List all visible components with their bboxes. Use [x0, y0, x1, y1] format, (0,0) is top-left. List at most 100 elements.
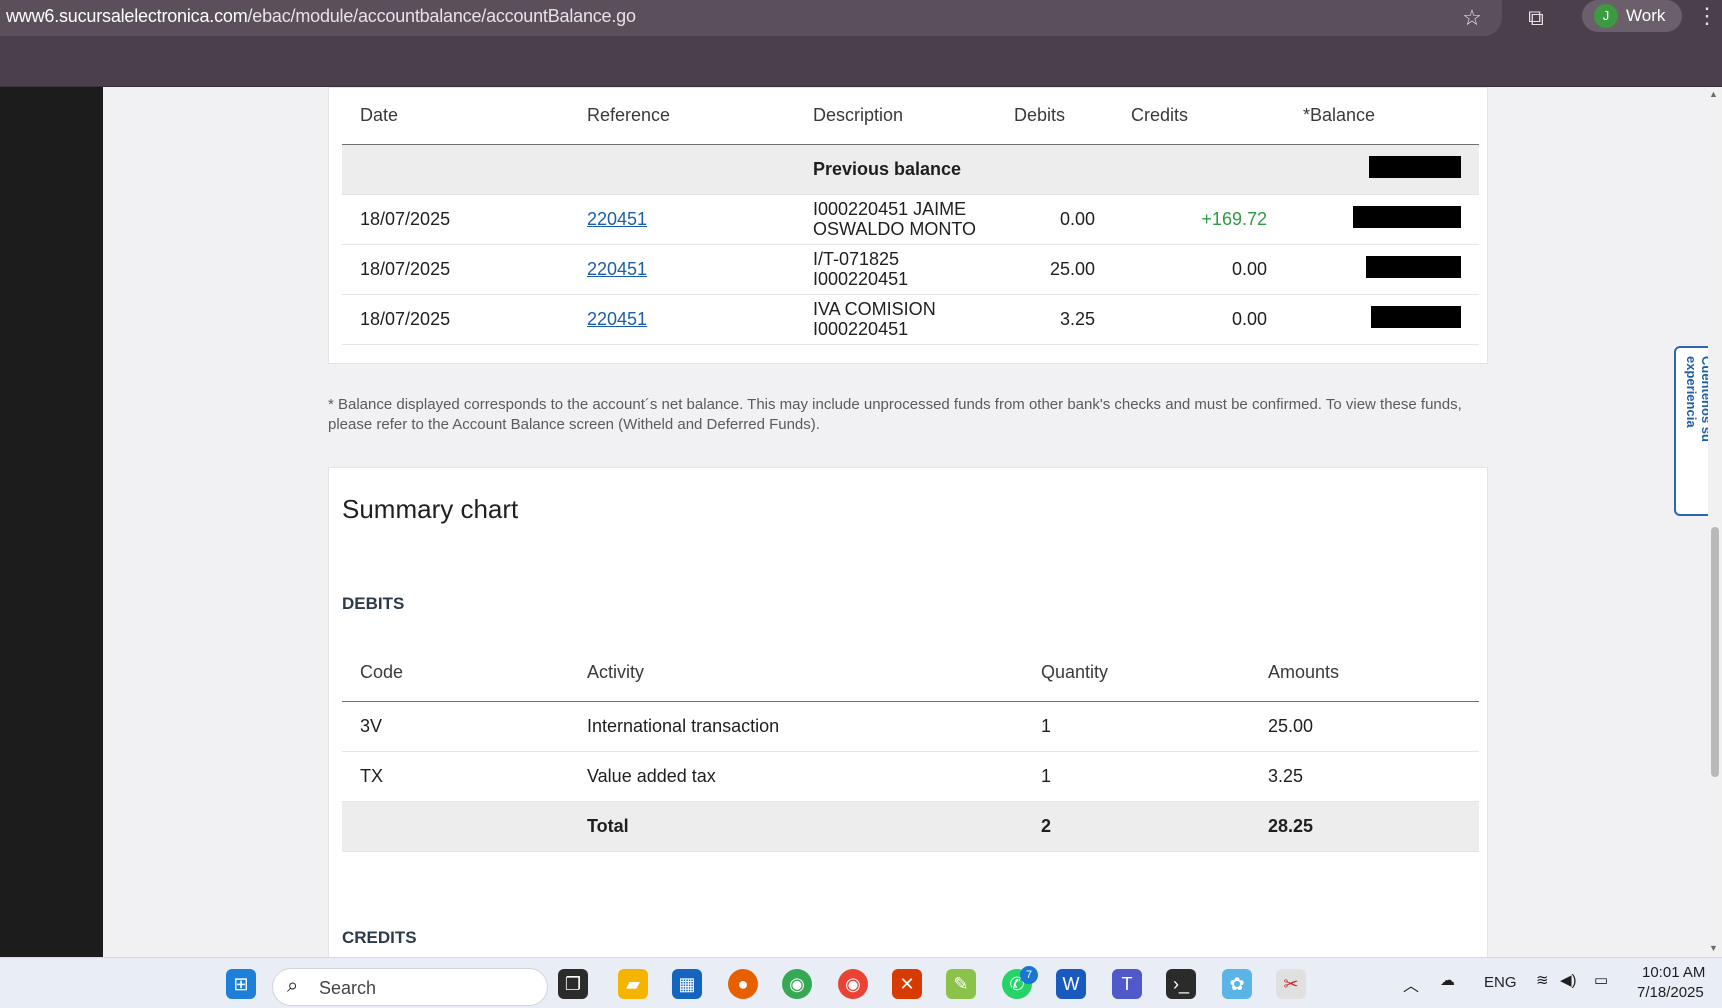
teams-icon[interactable]: T	[1112, 969, 1142, 999]
redacted-balance	[1371, 305, 1461, 328]
total-row: Total 2 28.25	[342, 801, 1479, 852]
row-debit: 3.25	[996, 294, 1113, 345]
paint-icon[interactable]: ✿	[1222, 969, 1252, 999]
tray-overflow-icon[interactable]: ︿	[1403, 978, 1420, 995]
summary-card: Summary chart DEBITS Code Activity Quant…	[328, 467, 1488, 967]
col-credits: Credits	[1113, 88, 1285, 145]
table-header-row: Date Reference Description Debits Credit…	[342, 88, 1479, 145]
reference-link[interactable]: 220451	[587, 258, 648, 279]
row-description: I000220451 JAIME OSWALDO MONTO	[795, 194, 996, 245]
chrome-work-icon[interactable]: ◉	[782, 969, 812, 999]
col-balance: *Balance	[1285, 88, 1479, 145]
transactions-table: Date Reference Description Debits Credit…	[342, 88, 1479, 345]
col-description: Description	[795, 88, 996, 145]
extensions-icon[interactable]: ⧉	[1528, 5, 1544, 30]
col-quantity: Quantity	[1023, 645, 1250, 702]
onedrive-icon[interactable]: ☁	[1440, 972, 1455, 989]
table-row: TX Value added tax 1 3.25	[342, 751, 1479, 802]
summary-title: Summary chart	[342, 494, 519, 524]
row-credit: 0.00	[1113, 294, 1285, 345]
col-reference: Reference	[569, 88, 795, 145]
whatsapp-badge: 7	[1020, 966, 1038, 984]
redacted-balance	[1366, 255, 1461, 278]
left-sidebar	[0, 87, 103, 957]
row-date: 18/07/2025	[342, 244, 569, 295]
previous-balance-row: Previous balance	[342, 144, 1479, 195]
battery-icon[interactable]: ▭	[1594, 972, 1609, 989]
reference-link[interactable]: 220451	[587, 308, 648, 329]
row-description: IVA COMISION I000220451	[795, 294, 996, 345]
row-credit: +169.72	[1113, 194, 1285, 245]
col-date: Date	[342, 88, 569, 145]
scroll-thumb[interactable]	[1711, 527, 1719, 777]
table-row: 18/07/2025 220451 I/T-071825 I000220451 2…	[342, 244, 1479, 295]
profile-button[interactable]: J Work	[1582, 0, 1682, 32]
search-icon: ⌕	[287, 975, 299, 997]
windows-start-icon[interactable]: ⊞	[226, 969, 256, 999]
search-placeholder: Search	[319, 978, 377, 998]
row-date: 18/07/2025	[342, 294, 569, 345]
row-credit: 0.00	[1113, 244, 1285, 295]
row-debit: 0.00	[996, 194, 1113, 245]
bookmark-star-icon[interactable]: ☆	[1462, 5, 1482, 30]
page-scrollbar[interactable]: ▲ ▼	[1708, 87, 1722, 957]
row-date: 18/07/2025	[342, 194, 569, 245]
volume-icon[interactable]: ◀)	[1560, 972, 1577, 989]
paint-app-icon[interactable]: ✎	[946, 969, 976, 999]
table-header-row: Code Activity Quantity Amounts	[342, 645, 1479, 702]
terminal-icon[interactable]: ›_	[1166, 969, 1196, 999]
row-quantity: 1	[1023, 701, 1250, 752]
redacted-balance	[1369, 155, 1461, 178]
table-row: 18/07/2025 220451 IVA COMISION I000220451…	[342, 294, 1479, 345]
col-activity: Activity	[569, 645, 1023, 702]
scroll-down-icon[interactable]: ▼	[1709, 943, 1718, 953]
row-activity: Value added tax	[569, 751, 1023, 802]
row-amount: 3.25	[1250, 751, 1479, 802]
wifi-icon[interactable]: ≋	[1536, 972, 1549, 989]
col-code: Code	[342, 645, 569, 702]
store-icon[interactable]: ▦	[672, 969, 702, 999]
row-debit: 25.00	[996, 244, 1113, 295]
task-view-icon[interactable]: ❐	[558, 969, 588, 999]
table-row: 3V International transaction 1 25.00	[342, 701, 1479, 752]
bookmarks-bar	[0, 36, 1722, 87]
row-activity: International transaction	[569, 701, 1023, 752]
clock-time[interactable]: 10:01 AM	[1642, 964, 1706, 981]
col-debits: Debits	[996, 88, 1113, 145]
reference-link[interactable]: 220451	[587, 208, 648, 229]
total-quantity: 2	[1023, 801, 1250, 852]
previous-balance-label: Previous balance	[795, 144, 996, 195]
redacted-balance	[1353, 205, 1461, 228]
total-label: Total	[569, 801, 1023, 852]
transactions-card: Date Reference Description Debits Credit…	[328, 87, 1488, 364]
firefox-icon[interactable]: ●	[728, 969, 758, 999]
file-explorer-icon[interactable]: ▰	[618, 969, 648, 999]
language-indicator[interactable]: ENG	[1484, 974, 1517, 991]
clock-date[interactable]: 7/18/2025	[1637, 984, 1704, 1001]
scroll-up-icon[interactable]: ▲	[1709, 89, 1718, 99]
chrome-icon[interactable]: ◉	[838, 969, 868, 999]
credits-section-label: CREDITS	[342, 928, 417, 947]
row-code: TX	[342, 751, 569, 802]
snipping-tool-icon[interactable]: ✂	[1276, 969, 1306, 999]
row-amount: 25.00	[1250, 701, 1479, 752]
avatar: J	[1594, 4, 1618, 28]
remote-app-icon[interactable]: ✕	[892, 969, 922, 999]
address-bar[interactable]: www6.sucursalelectronica.com/ebac/module…	[0, 0, 1502, 36]
total-amount: 28.25	[1250, 801, 1479, 852]
browser-menu-icon[interactable]: ⋮	[1696, 3, 1718, 28]
row-quantity: 1	[1023, 751, 1250, 802]
feedback-tab[interactable]: Cuéntenos su experiencia	[1674, 346, 1714, 516]
profile-label: Work	[1626, 6, 1666, 25]
taskbar-search[interactable]: ⌕ Search	[272, 968, 548, 1006]
debits-section-label: DEBITS	[342, 594, 405, 613]
browser-toolbar: www6.sucursalelectronica.com/ebac/module…	[0, 0, 1722, 36]
balance-footnote: * Balance displayed corresponds to the a…	[328, 396, 1462, 433]
url-text[interactable]: www6.sucursalelectronica.com/ebac/module…	[6, 6, 636, 26]
row-description: I/T-071825 I000220451	[795, 244, 996, 295]
debits-summary-table: Code Activity Quantity Amounts 3V Intern…	[342, 645, 1479, 852]
taskbar: ⊞ ⌕ Search ❐ ▰ ▦ ● ◉ ◉ ✕ ✎ ✆ 7 W T ›_ ✿ …	[0, 957, 1722, 1008]
word-icon[interactable]: W	[1056, 969, 1086, 999]
col-amounts: Amounts	[1250, 645, 1479, 702]
table-row: 18/07/2025 220451 I000220451 JAIME OSWALD…	[342, 194, 1479, 245]
